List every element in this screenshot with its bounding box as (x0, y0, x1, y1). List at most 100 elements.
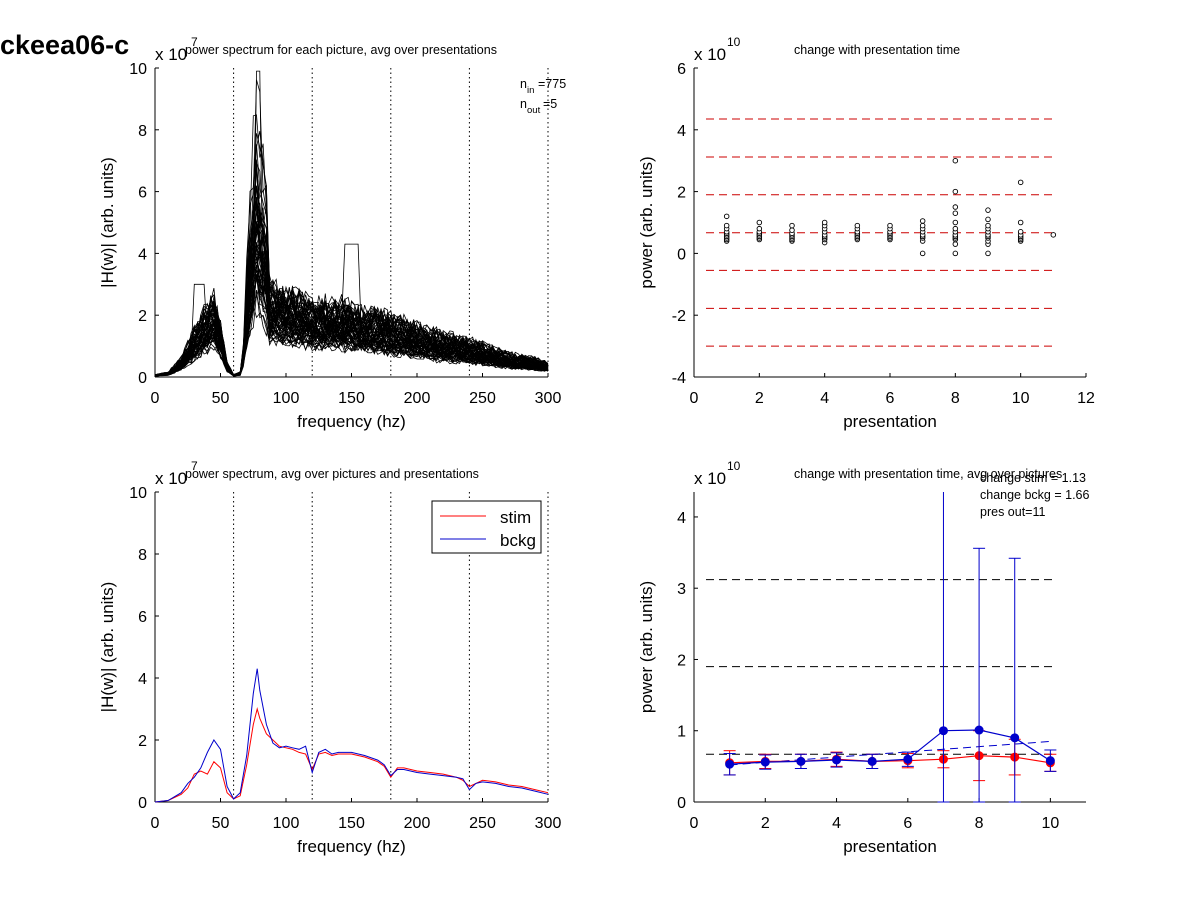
top-left-y-tick-label: 6 (138, 185, 147, 202)
top-right-data-point (952, 210, 959, 216)
top-left-y-tick-label: 2 (138, 308, 147, 325)
top-right-data-point (952, 219, 959, 226)
top-right-y-tick-label: 4 (677, 123, 686, 140)
top-right-data-point (756, 219, 763, 226)
bottom-left-title: power spectrum, avg over pictures and pr… (185, 467, 479, 481)
bottom-left-y-tick-label: 2 (138, 733, 147, 750)
bottom-left-x-tick-label: 50 (212, 815, 230, 832)
top-right-data-point (952, 157, 959, 164)
top-right-data-point (854, 222, 861, 229)
top-right-x-axis-label: presentation (843, 412, 937, 431)
top-right-data-point (985, 216, 991, 223)
top-left-x-tick-label: 100 (273, 390, 300, 407)
bottom-right-marker-bckg (725, 759, 735, 769)
bottom-right-title: change with presentation time, avg over … (794, 467, 1062, 481)
top-right-data-point (756, 225, 763, 232)
top-right-x-tick-label: 6 (886, 390, 895, 407)
bottom-right-y-exponent-base: x 10 (694, 469, 726, 488)
bottom-left-legend-box (431, 500, 542, 554)
top-left-x-tick-label: 0 (151, 390, 160, 407)
bottom-left-legend-label: bckg (500, 531, 536, 550)
top-left-annotation-value: =5 (543, 97, 557, 111)
top-right-y-tick-label: -2 (672, 308, 686, 325)
top-right-data-point (985, 222, 991, 229)
bottom-left-x-tick-label: 300 (535, 815, 562, 832)
bottom-right-marker-bckg (938, 726, 948, 736)
top-left-annotation-base: n (520, 97, 527, 111)
top-right-y-tick-label: 0 (677, 246, 686, 263)
bottom-left-y-tick-label: 0 (138, 795, 147, 812)
bottom-right-y-tick-label: 1 (677, 724, 686, 741)
bottom-right-x-axis-label: presentation (843, 837, 937, 856)
top-right-data-point (952, 204, 959, 210)
top-right-data-point (723, 222, 730, 229)
top-left-y-exponent-base: x 10 (155, 45, 187, 64)
top-right-data-point (821, 219, 828, 226)
bottom-right-marker-bckg (760, 757, 770, 767)
top-right-y-tick-label: 6 (677, 61, 686, 78)
top-right-title: change with presentation time (794, 43, 960, 57)
top-left-x-tick-label: 50 (212, 390, 230, 407)
top-left-x-tick-label: 200 (404, 390, 431, 407)
top-right-data-point (952, 188, 959, 195)
bottom-right-y-tick-label: 0 (677, 795, 686, 812)
top-right-data-point (1017, 229, 1024, 235)
bottom-right-marker-bckg (1045, 756, 1055, 766)
bottom-left-x-tick-label: 150 (338, 815, 365, 832)
top-right-data-point (919, 222, 926, 229)
top-right-x-tick-label: 0 (690, 390, 699, 407)
bottom-right-y-tick-label: 2 (677, 652, 686, 669)
top-right-data-point (1017, 219, 1024, 226)
bottom-right-x-tick-label: 2 (761, 815, 770, 832)
bottom-right-marker-bckg (796, 756, 806, 766)
bottom-left-y-exponent-power: 7 (191, 459, 198, 473)
top-left-x-tick-label: 250 (469, 390, 496, 407)
top-left-series-line (154, 185, 549, 377)
bottom-right-x-tick-label: 4 (832, 815, 841, 832)
bottom-right-marker-bckg (1010, 733, 1020, 743)
top-right-data-point (1050, 232, 1057, 238)
bottom-left-y-axis-label: |H(w)| (arb. units) (98, 582, 117, 713)
bottom-right-y-axis-label: power (arb. units) (637, 581, 656, 713)
bottom-right-x-tick-label: 10 (1041, 815, 1059, 832)
bottom-left-y-tick-label: 4 (138, 671, 147, 688)
bottom-right-y-tick-label: 4 (677, 510, 686, 527)
bottom-left-y-tick-label: 8 (138, 547, 147, 564)
top-left-series-line (154, 144, 549, 376)
bottom-right-y-tick-label: 3 (677, 581, 686, 598)
bottom-right-marker-bckg (832, 755, 842, 765)
top-right-y-axis-label: power (arb. units) (637, 156, 656, 288)
bottom-right-marker-bckg (867, 756, 877, 766)
bottom-left-x-tick-label: 100 (273, 815, 300, 832)
top-right-data-point (952, 241, 959, 247)
top-left-series-line (154, 277, 549, 377)
top-left-y-exponent-power: 7 (191, 35, 198, 49)
top-left-annotation-base: n (520, 77, 527, 91)
bottom-left-x-tick-label: 200 (404, 815, 431, 832)
top-left-y-tick-label: 10 (129, 61, 147, 78)
top-right-data-point (789, 227, 795, 233)
bottom-left-legend-label: stim (500, 508, 531, 527)
bottom-left-y-exponent-base: x 10 (155, 469, 187, 488)
bottom-left-x-tick-label: 250 (469, 815, 496, 832)
bottom-left-x-axis-label: frequency (hz) (297, 837, 406, 856)
bottom-left-y-tick-label: 10 (129, 485, 147, 502)
top-left-series-line (154, 227, 549, 376)
bottom-right-x-tick-label: 6 (903, 815, 912, 832)
top-left-chart (154, 67, 549, 378)
top-left-y-tick-label: 0 (138, 370, 147, 387)
bottom-right-marker-bckg (903, 754, 913, 764)
top-right-data-point (985, 250, 991, 257)
top-right-data-point (723, 213, 730, 220)
top-left-x-axis-label: frequency (hz) (297, 412, 406, 431)
top-right-data-point (919, 218, 926, 224)
top-right-data-point (1017, 179, 1024, 186)
top-right-y-tick-label: 2 (677, 185, 686, 202)
top-left-y-tick-label: 8 (138, 123, 147, 140)
bottom-right-x-tick-label: 0 (690, 815, 699, 832)
bottom-left-chart (154, 491, 549, 803)
bottom-right-annotation: change bckg = 1.66 (980, 488, 1090, 502)
bottom-left-series-stim (154, 707, 549, 803)
top-right-x-tick-label: 10 (1012, 390, 1030, 407)
bottom-left-series-bckg (154, 668, 549, 803)
